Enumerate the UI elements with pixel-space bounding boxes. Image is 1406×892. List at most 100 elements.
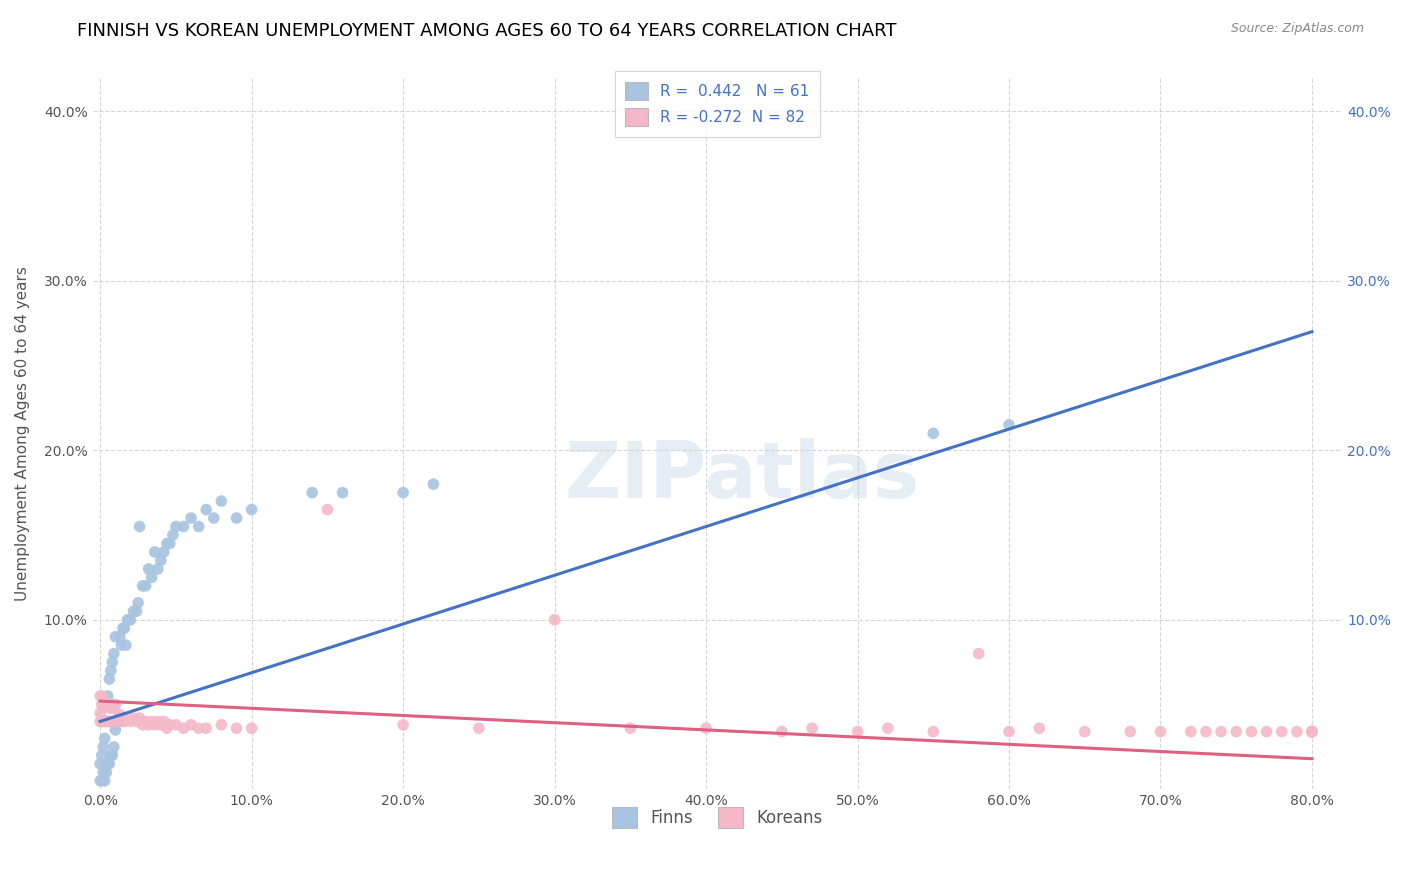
- Point: [180, 511, 202, 525]
- Point: [96, 698, 118, 712]
- Point: [922, 426, 945, 441]
- Point: [141, 714, 163, 729]
- Point: [187, 721, 209, 735]
- Point: [159, 536, 181, 550]
- Point: [104, 714, 127, 729]
- Point: [90, 698, 112, 712]
- Point: [93, 714, 115, 729]
- Point: [846, 724, 869, 739]
- Point: [1209, 724, 1232, 739]
- Point: [107, 714, 129, 729]
- Point: [153, 545, 176, 559]
- Y-axis label: Unemployment Among Ages 60 to 64 years: Unemployment Among Ages 60 to 64 years: [15, 266, 30, 601]
- Point: [1149, 724, 1171, 739]
- Legend: Finns, Koreans: Finns, Koreans: [606, 801, 830, 834]
- Point: [120, 613, 142, 627]
- Point: [316, 502, 339, 516]
- Point: [101, 655, 124, 669]
- Point: [97, 698, 120, 712]
- Point: [138, 562, 160, 576]
- Point: [93, 731, 115, 746]
- Point: [97, 714, 120, 729]
- Point: [156, 721, 179, 735]
- Point: [100, 748, 122, 763]
- Point: [159, 718, 181, 732]
- Point: [108, 707, 131, 722]
- Point: [967, 647, 990, 661]
- Point: [135, 714, 157, 729]
- Text: Source: ZipAtlas.com: Source: ZipAtlas.com: [1230, 22, 1364, 36]
- Point: [173, 519, 195, 533]
- Point: [240, 721, 263, 735]
- Point: [153, 714, 176, 729]
- Point: [91, 698, 114, 712]
- Point: [104, 630, 127, 644]
- Point: [103, 698, 125, 712]
- Point: [173, 721, 195, 735]
- Point: [1301, 724, 1323, 739]
- Point: [138, 718, 160, 732]
- Point: [104, 723, 127, 737]
- Point: [1240, 724, 1263, 739]
- Point: [1301, 724, 1323, 739]
- Point: [110, 638, 132, 652]
- Point: [998, 724, 1021, 739]
- Point: [98, 714, 121, 729]
- Point: [162, 528, 184, 542]
- Point: [103, 739, 125, 754]
- Point: [90, 773, 112, 788]
- Point: [90, 714, 112, 729]
- Text: ZIPatlas: ZIPatlas: [565, 438, 920, 514]
- Point: [165, 519, 187, 533]
- Point: [117, 711, 139, 725]
- Point: [1028, 721, 1050, 735]
- Point: [96, 765, 118, 780]
- Point: [209, 718, 232, 732]
- Point: [1119, 724, 1142, 739]
- Point: [111, 711, 134, 725]
- Point: [89, 706, 111, 720]
- Point: [101, 748, 124, 763]
- Point: [180, 718, 202, 732]
- Point: [114, 714, 136, 729]
- Point: [120, 714, 142, 729]
- Point: [468, 721, 491, 735]
- Point: [392, 718, 415, 732]
- Point: [1301, 724, 1323, 739]
- Point: [98, 672, 121, 686]
- Point: [118, 613, 141, 627]
- Point: [125, 714, 148, 729]
- Point: [91, 765, 114, 780]
- Point: [91, 739, 114, 754]
- Point: [165, 718, 187, 732]
- Point: [301, 485, 323, 500]
- Point: [143, 545, 166, 559]
- Point: [770, 724, 793, 739]
- Point: [100, 714, 122, 729]
- Point: [1301, 724, 1323, 739]
- Point: [1225, 724, 1247, 739]
- Point: [91, 714, 114, 729]
- Point: [100, 701, 122, 715]
- Point: [100, 664, 122, 678]
- Point: [131, 579, 153, 593]
- Point: [101, 714, 124, 729]
- Point: [103, 647, 125, 661]
- Point: [111, 621, 134, 635]
- Point: [146, 714, 169, 729]
- Point: [1180, 724, 1202, 739]
- Point: [98, 756, 121, 771]
- Point: [149, 718, 172, 732]
- Point: [141, 570, 163, 584]
- Point: [225, 511, 247, 525]
- Point: [695, 721, 717, 735]
- Point: [98, 701, 121, 715]
- Point: [107, 711, 129, 725]
- Point: [125, 604, 148, 618]
- Point: [128, 711, 150, 725]
- Point: [97, 756, 120, 771]
- Text: FINNISH VS KOREAN UNEMPLOYMENT AMONG AGES 60 TO 64 YEARS CORRELATION CHART: FINNISH VS KOREAN UNEMPLOYMENT AMONG AGE…: [77, 22, 897, 40]
- Point: [103, 714, 125, 729]
- Point: [225, 721, 247, 735]
- Point: [115, 638, 138, 652]
